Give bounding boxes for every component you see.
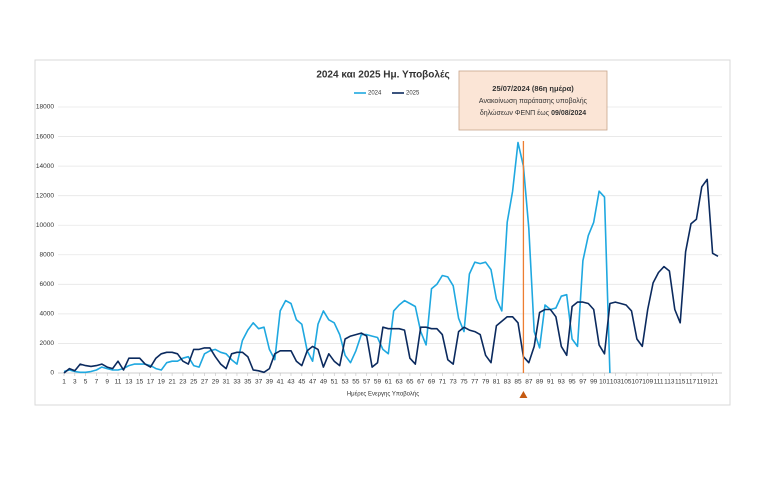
x-tick-label: 29: [212, 379, 220, 386]
annotation-text: δηλώσεων ΦΕΝΠ έως: [480, 109, 550, 117]
y-tick-label: 16000: [36, 133, 54, 140]
y-tick-label: 12000: [36, 192, 54, 199]
x-tick-label: 5: [84, 379, 88, 386]
x-tick-label: 87: [525, 379, 533, 386]
x-tick-label: 7: [95, 379, 99, 386]
x-tick-label: 119: [697, 379, 708, 386]
x-tick-label: 11: [115, 379, 122, 386]
x-tick-label: 79: [482, 379, 490, 386]
x-tick-label: 13: [125, 379, 133, 386]
x-tick-label: 111: [654, 379, 664, 386]
x-tick-label: 31: [223, 379, 231, 386]
x-tick-label: 23: [179, 379, 187, 386]
y-tick-label: 14000: [36, 163, 54, 170]
x-axis-label: Ημέρες Ενεργης Υποβολής: [347, 391, 419, 398]
y-tick-label: 4000: [40, 311, 55, 318]
x-tick-label: 63: [395, 379, 403, 386]
x-tick-label: 45: [298, 379, 306, 386]
x-tick-label: 25: [190, 379, 198, 386]
x-tick-label: 103: [610, 379, 621, 386]
y-tick-label: 10000: [36, 222, 54, 229]
x-tick-label: 15: [136, 379, 144, 386]
x-tick-label: 33: [233, 379, 241, 386]
x-tick-label: 89: [536, 379, 544, 386]
x-tick-label: 105: [621, 379, 632, 386]
x-tick-label: 55: [352, 379, 360, 386]
x-tick-label: 97: [579, 379, 587, 386]
series-line: [63, 141, 611, 374]
x-tick-label: 117: [686, 379, 697, 386]
x-tick-label: 107: [631, 379, 642, 386]
annotation-text: Ανακοίνωση παράτασης υποβολής: [479, 97, 588, 105]
chart-title: 2024 και 2025 Ημ. Υποβολές: [316, 70, 449, 81]
x-tick-label: 81: [493, 379, 501, 386]
x-tick-label: 69: [428, 379, 436, 386]
legend-label: 2024: [368, 91, 382, 97]
x-tick-label: 71: [439, 379, 447, 386]
x-tick-label: 83: [504, 379, 512, 386]
x-tick-label: 109: [642, 379, 653, 386]
annotation-date: 09/08/2024: [551, 110, 586, 117]
y-tick-label: 0: [50, 370, 54, 377]
x-tick-label: 99: [590, 379, 598, 386]
x-tick-label: 27: [201, 379, 209, 386]
y-tick-label: 6000: [40, 281, 55, 288]
x-tick-label: 65: [406, 379, 414, 386]
x-tick-label: 77: [471, 379, 479, 386]
y-tick-label: 2000: [40, 340, 55, 347]
x-tick-label: 37: [255, 379, 263, 386]
x-tick-label: 53: [341, 379, 349, 386]
x-tick-label: 95: [568, 379, 576, 386]
y-tick-label: 8000: [40, 251, 55, 258]
x-tick-label: 59: [374, 379, 382, 386]
x-tick-label: 21: [168, 379, 176, 386]
annotation-text: δηλώσεων ΦΕΝΠ έως 09/08/2024: [480, 109, 586, 117]
x-tick-label: 51: [331, 379, 339, 386]
y-tick-label: 18000: [36, 104, 54, 111]
x-tick-label: 49: [320, 379, 328, 386]
x-tick-label: 17: [147, 379, 155, 386]
x-tick-label: 35: [244, 379, 252, 386]
x-tick-label: 67: [417, 379, 425, 386]
x-tick-label: 57: [363, 379, 371, 386]
series-line: [63, 178, 719, 374]
x-tick-label: 85: [514, 379, 522, 386]
x-tick-label: 101: [599, 379, 610, 386]
x-tick-label: 75: [460, 379, 468, 386]
x-tick-label: 9: [105, 379, 109, 386]
x-tick-label: 19: [158, 379, 166, 386]
x-tick-label: 47: [309, 379, 317, 386]
x-tick-label: 61: [385, 379, 393, 386]
x-tick-label: 1: [62, 379, 66, 386]
annotation-marker: [519, 391, 528, 398]
chart-border: [34, 59, 731, 406]
legend-label: 2025: [406, 91, 420, 97]
x-tick-label: 91: [547, 379, 555, 386]
x-tick-label: 93: [558, 379, 566, 386]
annotation-box: [458, 70, 608, 131]
x-tick-label: 115: [675, 379, 686, 386]
x-tick-label: 113: [664, 379, 675, 386]
x-tick-label: 41: [277, 379, 285, 386]
x-tick-label: 121: [707, 379, 718, 386]
x-tick-label: 43: [287, 379, 295, 386]
annotation-title: 25/07/2024 (86η ημέρα): [492, 84, 574, 93]
x-tick-label: 73: [450, 379, 458, 386]
x-tick-label: 3: [73, 379, 77, 386]
x-tick-label: 39: [266, 379, 274, 386]
